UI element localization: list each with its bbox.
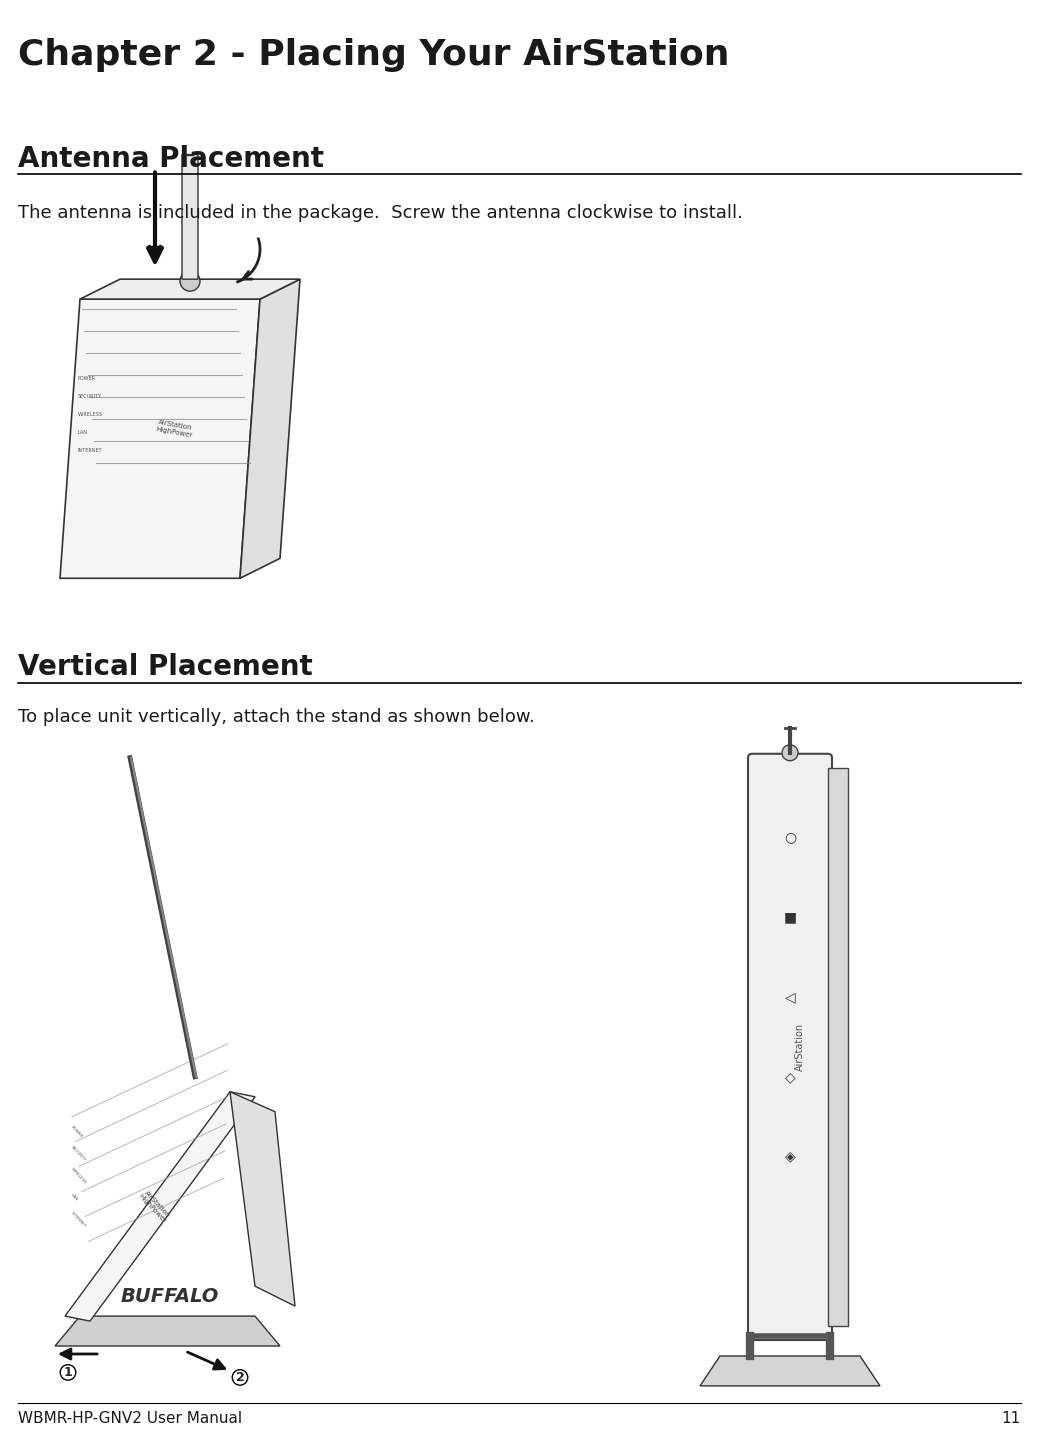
Text: INTERNET: INTERNET — [70, 1210, 86, 1228]
Polygon shape — [240, 279, 300, 579]
Text: POWER: POWER — [78, 376, 96, 382]
Text: ◇: ◇ — [784, 1070, 795, 1083]
Text: ■: ■ — [783, 910, 797, 925]
Polygon shape — [80, 279, 300, 299]
Text: POWER: POWER — [70, 1125, 83, 1139]
Circle shape — [180, 272, 199, 292]
Text: Chapter 2 - Placing Your AirStation: Chapter 2 - Placing Your AirStation — [18, 39, 729, 71]
Text: Antenna Placement: Antenna Placement — [18, 144, 324, 173]
Text: 11: 11 — [1002, 1410, 1021, 1426]
Text: WIRELESS: WIRELESS — [78, 413, 103, 417]
Text: LAN: LAN — [78, 430, 88, 436]
Circle shape — [782, 745, 798, 760]
Text: WBMR-HP-GNV2 User Manual: WBMR-HP-GNV2 User Manual — [18, 1410, 242, 1426]
Text: AirStation
HighPower: AirStation HighPower — [137, 1189, 172, 1225]
Text: AirStation
HighPower: AirStation HighPower — [156, 419, 194, 439]
FancyBboxPatch shape — [748, 753, 832, 1340]
Polygon shape — [828, 767, 848, 1326]
Text: BUFFALO: BUFFALO — [121, 1286, 219, 1306]
FancyBboxPatch shape — [182, 154, 198, 279]
Text: The antenna is included in the package.  Screw the antenna clockwise to install.: The antenna is included in the package. … — [18, 204, 743, 223]
Text: 1: 1 — [63, 1366, 73, 1379]
Text: SECURITY: SECURITY — [70, 1145, 86, 1162]
Polygon shape — [65, 1092, 255, 1320]
Polygon shape — [55, 1316, 279, 1346]
Text: WIRELESS: WIRELESS — [70, 1166, 87, 1185]
Text: ◁: ◁ — [784, 990, 795, 1005]
Text: ◈: ◈ — [784, 1149, 795, 1163]
Text: LAN: LAN — [70, 1193, 79, 1202]
Text: Vertical Placement: Vertical Placement — [18, 653, 313, 682]
Text: AirStation: AirStation — [795, 1023, 805, 1070]
Text: SECURITY: SECURITY — [78, 394, 102, 399]
Polygon shape — [60, 299, 260, 579]
Text: ○: ○ — [784, 830, 796, 845]
Text: 2: 2 — [236, 1370, 244, 1383]
Polygon shape — [230, 1092, 295, 1306]
Text: To place unit vertically, attach the stand as shown below.: To place unit vertically, attach the sta… — [18, 707, 535, 726]
Polygon shape — [700, 1356, 880, 1386]
Text: INTERNET: INTERNET — [78, 449, 103, 453]
